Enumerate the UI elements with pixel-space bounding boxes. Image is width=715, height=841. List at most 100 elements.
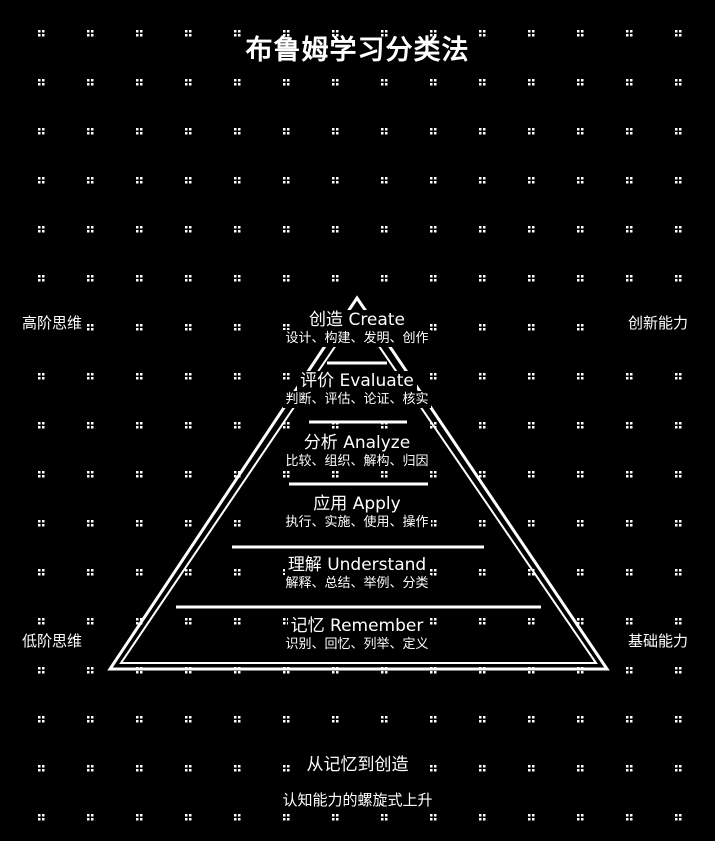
level-understand: 理解 Understand 解释、总结、举例、分类 xyxy=(257,555,457,592)
grid-dot xyxy=(430,520,437,527)
grid-dot xyxy=(136,471,143,478)
grid-dot xyxy=(528,373,535,380)
grid-dot xyxy=(234,226,241,233)
grid-dot xyxy=(185,814,192,821)
grid-dot xyxy=(479,226,486,233)
level-apply-verbs: 执行、实施、使用、操作 xyxy=(283,514,431,531)
grid-dot xyxy=(283,79,290,86)
grid-dot xyxy=(577,324,584,331)
grid-dot xyxy=(675,618,682,625)
level-analyze-verbs: 比较、组织、解构、归因 xyxy=(283,453,431,470)
grid-dot xyxy=(38,716,45,723)
grid-dot xyxy=(87,128,94,135)
grid-dot xyxy=(136,422,143,429)
grid-dot xyxy=(430,814,437,821)
page-title: 布鲁姆学习分类法 xyxy=(245,35,470,66)
grid-dot xyxy=(528,471,535,478)
grid-dot xyxy=(234,79,241,86)
grid-dot xyxy=(675,716,682,723)
grid-dot xyxy=(381,128,388,135)
grid-dot xyxy=(38,471,45,478)
grid-dot xyxy=(675,520,682,527)
grid-dot xyxy=(577,275,584,282)
grid-dot xyxy=(479,569,486,576)
grid-dot xyxy=(430,716,437,723)
grid-dot xyxy=(38,30,45,37)
grid-dot xyxy=(185,520,192,527)
grid-dot xyxy=(185,177,192,184)
grid-dot xyxy=(283,373,290,380)
grid-dot xyxy=(626,177,633,184)
grid-dot xyxy=(430,226,437,233)
grid-dot xyxy=(626,373,633,380)
grid-dot xyxy=(381,177,388,184)
grid-dot xyxy=(626,667,633,674)
grid-dot xyxy=(577,618,584,625)
grid-dot xyxy=(479,275,486,282)
grid-dot xyxy=(185,373,192,380)
grid-dot xyxy=(430,177,437,184)
grid-dot xyxy=(87,422,94,429)
grid-dot xyxy=(332,30,339,37)
grid-dot xyxy=(381,471,388,478)
grid-dot xyxy=(87,569,94,576)
grid-dot xyxy=(87,373,94,380)
grid-dot xyxy=(234,177,241,184)
level-remember-verbs: 识别、回忆、列举、定义 xyxy=(283,636,431,653)
grid-dot xyxy=(528,177,535,184)
grid-dot xyxy=(479,716,486,723)
grid-dot xyxy=(528,814,535,821)
grid-dot xyxy=(381,79,388,86)
grid-dot xyxy=(87,520,94,527)
grid-dot xyxy=(577,177,584,184)
grid-dot xyxy=(185,716,192,723)
grid-dot xyxy=(626,814,633,821)
grid-dot xyxy=(430,30,437,37)
grid-dot xyxy=(234,373,241,380)
grid-dot xyxy=(332,471,339,478)
grid-dot xyxy=(577,716,584,723)
grid-dot xyxy=(283,765,290,772)
grid-dot xyxy=(87,79,94,86)
grid-dot xyxy=(283,275,290,282)
grid-dot xyxy=(381,30,388,37)
grid-dot xyxy=(479,520,486,527)
grid-dot xyxy=(577,569,584,576)
grid-dot xyxy=(675,226,682,233)
grid-dot xyxy=(136,814,143,821)
grid-dot xyxy=(528,520,535,527)
grid-dot xyxy=(675,814,682,821)
grid-dot xyxy=(577,814,584,821)
grid-dot xyxy=(479,373,486,380)
grid-dot xyxy=(479,128,486,135)
grid-dot xyxy=(528,79,535,86)
grid-dot xyxy=(136,226,143,233)
grid-dot xyxy=(136,128,143,135)
grid-dot xyxy=(479,814,486,821)
grid-dot xyxy=(38,373,45,380)
grid-dot xyxy=(332,716,339,723)
grid-dot xyxy=(185,471,192,478)
grid-dot xyxy=(626,422,633,429)
grid-dot xyxy=(234,569,241,576)
grid-dot xyxy=(479,765,486,772)
level-understand-name: 理解 Understand xyxy=(284,555,430,575)
grid-dot xyxy=(38,569,45,576)
grid-dot xyxy=(675,30,682,37)
grid-dot xyxy=(185,324,192,331)
grid-dot xyxy=(136,520,143,527)
grid-dot xyxy=(87,226,94,233)
grid-dot xyxy=(87,275,94,282)
grid-dot xyxy=(136,569,143,576)
grid-dot xyxy=(234,324,241,331)
grid-dot xyxy=(185,128,192,135)
grid-dot xyxy=(185,422,192,429)
grid-dot xyxy=(136,30,143,37)
grid-dot xyxy=(234,30,241,37)
grid-dot xyxy=(675,177,682,184)
grid-dot xyxy=(528,324,535,331)
grid-dot xyxy=(479,422,486,429)
grid-dot xyxy=(626,128,633,135)
grid-dot xyxy=(675,373,682,380)
